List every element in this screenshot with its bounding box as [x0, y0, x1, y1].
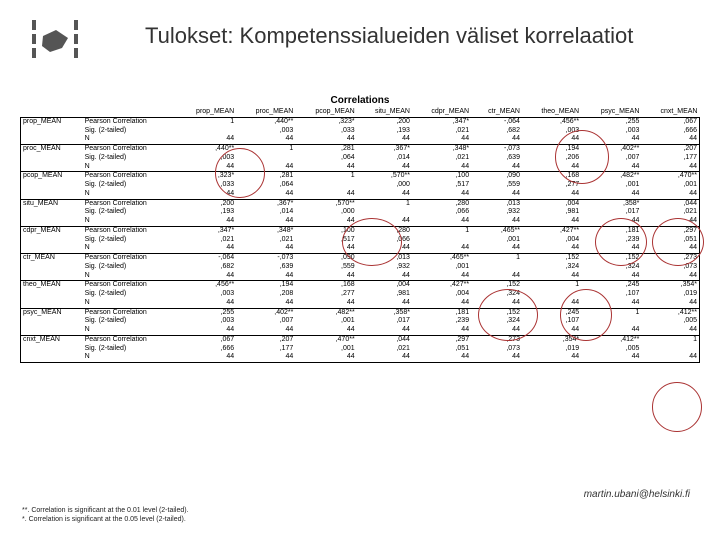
footnote-2: *. Correlation is significant at the 0.0…	[22, 515, 189, 524]
table-heading: Correlations	[20, 95, 700, 106]
footnotes: **. Correlation is significant at the 0.…	[22, 506, 189, 524]
table-row: Sig. (2-tailed),033,064,000,517,559,277,…	[21, 181, 700, 190]
slide-title: Tulokset: Kompetenssialueiden väliset ko…	[145, 22, 633, 50]
table-row: Sig. (2-tailed),193,014,000,066,932,981,…	[21, 208, 700, 217]
table-row: ctr_MEANPearson Correlation-,064-,073,09…	[21, 254, 700, 263]
slide: Tulokset: Kompetenssialueiden väliset ko…	[0, 0, 720, 540]
table-row: Sig. (2-tailed),682,639,559,932,001,324,…	[21, 263, 700, 272]
logo	[18, 18, 98, 73]
table-row: situ_MEANPearson Correlation,200,367*,57…	[21, 199, 700, 208]
table-row: N444444444444444444	[21, 326, 700, 335]
table-row: N444444444444444444	[21, 163, 700, 172]
table-row: prop_MEANPearson Correlation1,440**,323*…	[21, 117, 700, 126]
table-row: cdpr_MEANPearson Correlation,347*,348*,1…	[21, 226, 700, 235]
table-row: N444444444444444444	[21, 299, 700, 308]
table-row: Sig. (2-tailed),003,064,014,021,639,206,…	[21, 154, 700, 163]
table-row: Sig. (2-tailed),003,007,001,017,239,324,…	[21, 317, 700, 326]
table-row: N444444444444444444	[21, 244, 700, 253]
table-row: Sig. (2-tailed),666,177,001,021,051,073,…	[21, 345, 700, 354]
table-row: proc_MEANPearson Correlation,440**1,281,…	[21, 145, 700, 154]
table-row: N444444444444444444	[21, 135, 700, 144]
correlation-table: prop_MEANproc_MEANpcop_MEANsitu_MEANcdpr…	[20, 108, 700, 363]
table-row: N444444444444444444	[21, 272, 700, 281]
table-row: Sig. (2-tailed),003,208,277,981,004,324,…	[21, 290, 700, 299]
table-row: Sig. (2-tailed),003,033,193,021,682,003,…	[21, 127, 700, 136]
table-row: cnxt_MEANPearson Correlation,067,207,470…	[21, 335, 700, 344]
footnote-1: **. Correlation is significant at the 0.…	[22, 506, 189, 515]
table-row: N444444444444444444	[21, 217, 700, 226]
table-row: pcop_MEANPearson Correlation,323*,2811,5…	[21, 172, 700, 181]
table-row: psyc_MEANPearson Correlation,255,402**,4…	[21, 308, 700, 317]
table-row: Sig. (2-tailed),021,021,517,066,001,004,…	[21, 236, 700, 245]
table-row: N444444444444444444	[21, 353, 700, 362]
email: martin.ubani@helsinki.fi	[584, 489, 690, 500]
table-wrap: Correlations prop_MEANproc_MEANpcop_MEAN…	[20, 95, 700, 490]
table-row: theo_MEANPearson Correlation,456**,194,1…	[21, 281, 700, 290]
table-row: N444444444444444444	[21, 190, 700, 199]
